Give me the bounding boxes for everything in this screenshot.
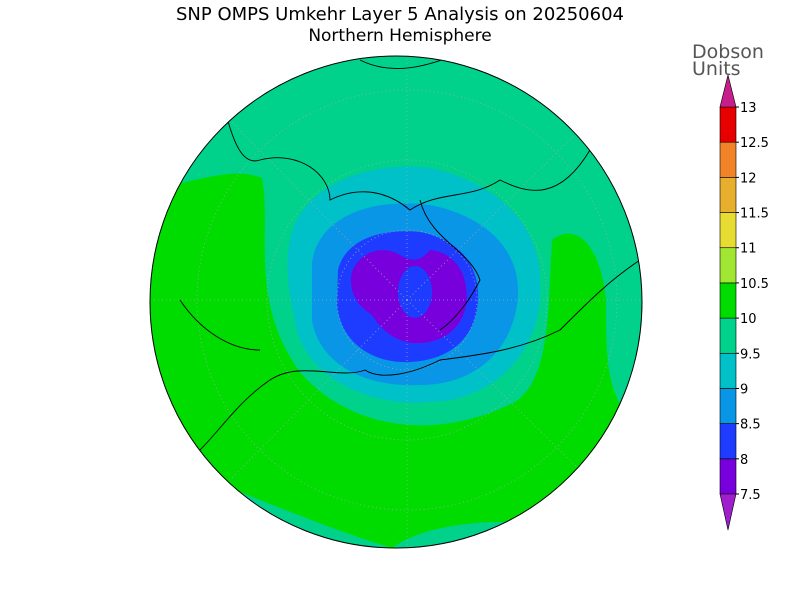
colorbar-tick-label: 9 [740, 382, 748, 397]
colorbar-tick-label: 8.5 [740, 418, 761, 433]
contour-fill [150, 173, 642, 548]
colorbar-tick-label: 11.5 [740, 207, 769, 222]
colorbar-segment [719, 141, 737, 178]
colorbar-segment [719, 212, 737, 249]
map [150, 56, 642, 548]
colorbar-segment [719, 317, 737, 354]
map-border [149, 55, 643, 549]
colorbar-segment [719, 106, 737, 143]
colorbar-tick-label: 7.5 [740, 488, 761, 503]
units-label: Dobson [692, 41, 764, 63]
units-label: Units [692, 58, 741, 80]
colorbar-tick-label: 9.5 [740, 347, 761, 362]
colorbar-over [719, 74, 737, 108]
colorbar: 7.5 8 8.5 9 9.5 10 10.5 11 11.5 12 12.5 13 [719, 74, 769, 531]
colorbar-tick-label: 10 [740, 312, 757, 327]
colorbar-segment [719, 423, 737, 460]
subtitle: Northern Hemisphere [308, 26, 491, 46]
colorbar-segment [719, 177, 737, 213]
colorbar-tick-label: 12 [740, 171, 757, 186]
colorbar-segment [719, 247, 737, 284]
colorbar-tick-label: 10.5 [740, 277, 769, 292]
colorbar-under [719, 493, 737, 531]
colorbar-segment [719, 458, 737, 495]
colorbar-segment [719, 352, 737, 389]
colorbar-segment [719, 282, 737, 319]
contour-fill [398, 266, 432, 318]
colorbar-tick-label: 8 [740, 453, 748, 468]
colorbar-segment [719, 388, 737, 424]
title: SNP OMPS Umkehr Layer 5 Analysis on 2025… [176, 4, 624, 25]
colorbar-tick-label: 13 [740, 101, 757, 116]
colorbar-tick-label: 11 [740, 242, 757, 257]
colorbar-tick-label: 12.5 [740, 136, 769, 151]
